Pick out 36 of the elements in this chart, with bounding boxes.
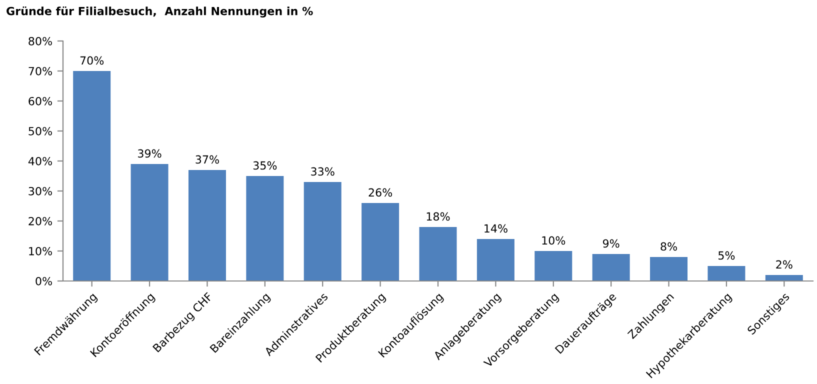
data-label: 35%: [253, 161, 277, 170]
y-tick-label: 0%: [36, 276, 52, 286]
data-label: 26%: [368, 188, 392, 197]
bar: [73, 71, 111, 281]
y-tick-label: 80%: [28, 36, 52, 46]
data-label: 14%: [484, 224, 508, 233]
bar: [476, 239, 514, 281]
y-tick-label: 10%: [29, 246, 52, 256]
data-label: 2%: [776, 260, 792, 269]
bar: [765, 275, 803, 281]
bar: [650, 257, 688, 281]
data-label: 33%: [311, 167, 334, 176]
bar: [188, 170, 226, 281]
bar: [130, 164, 168, 281]
y-tick-label: 30%: [28, 186, 52, 196]
data-label: 10%: [542, 236, 566, 245]
bar: [362, 203, 400, 281]
data-label: 9%: [602, 239, 620, 248]
y-tick-label: 20%: [28, 216, 52, 226]
y-tick-label: 40%: [28, 156, 52, 166]
data-label: 39%: [138, 149, 162, 158]
bar: [246, 176, 284, 281]
data-label: 70%: [80, 56, 104, 65]
chart-title: Gründe für Filialbesuch, Anzahl Nennungen in %: [6, 6, 313, 18]
bar: [304, 182, 342, 281]
data-label: 37%: [196, 155, 219, 164]
data-label: 5%: [718, 251, 735, 260]
bar: [592, 254, 630, 281]
bar: [708, 266, 746, 281]
data-label: 8%: [660, 242, 677, 251]
y-tick-label: 60%: [28, 96, 52, 106]
bar: [534, 251, 572, 281]
bar: [419, 227, 457, 281]
data-label: 18%: [426, 212, 450, 221]
y-tick-label: 70%: [28, 66, 52, 76]
y-tick-label: 50%: [28, 126, 52, 136]
